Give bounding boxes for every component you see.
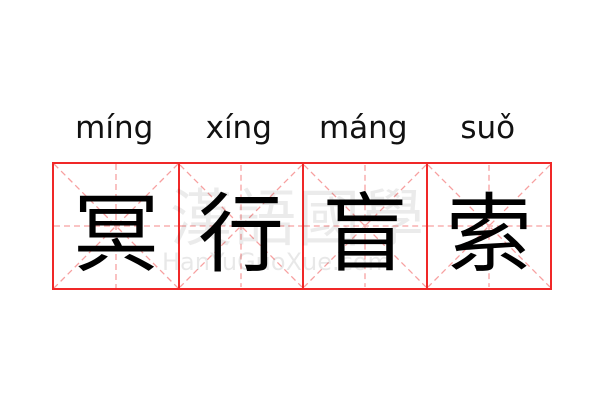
character-cell: 行 [178,164,302,288]
character-cell: 冥 [54,164,178,288]
character-3: 盲 [322,184,408,285]
character-cell: 索 [426,164,550,288]
guide-lines [54,164,178,288]
pinyin-2: xíng [205,110,272,146]
guide-lines [180,164,302,288]
character-4: 索 [446,184,532,285]
pinyin-row: míng xíng máng suǒ [52,106,550,150]
character-2: 行 [198,184,284,285]
watermark-url: HanYuGuoXue.com [162,248,391,276]
character-cell: 盲 [302,164,426,288]
guide-lines [304,164,426,288]
pinyin-3: máng [318,110,408,146]
pinyin-4: suǒ [460,110,516,146]
character-1: 冥 [73,184,159,285]
pinyin-1: míng [75,110,154,146]
watermark-logo: 漢語國學 [170,182,427,255]
guide-lines [428,164,550,288]
character-grid: 冥 行 盲 索 [52,162,552,290]
